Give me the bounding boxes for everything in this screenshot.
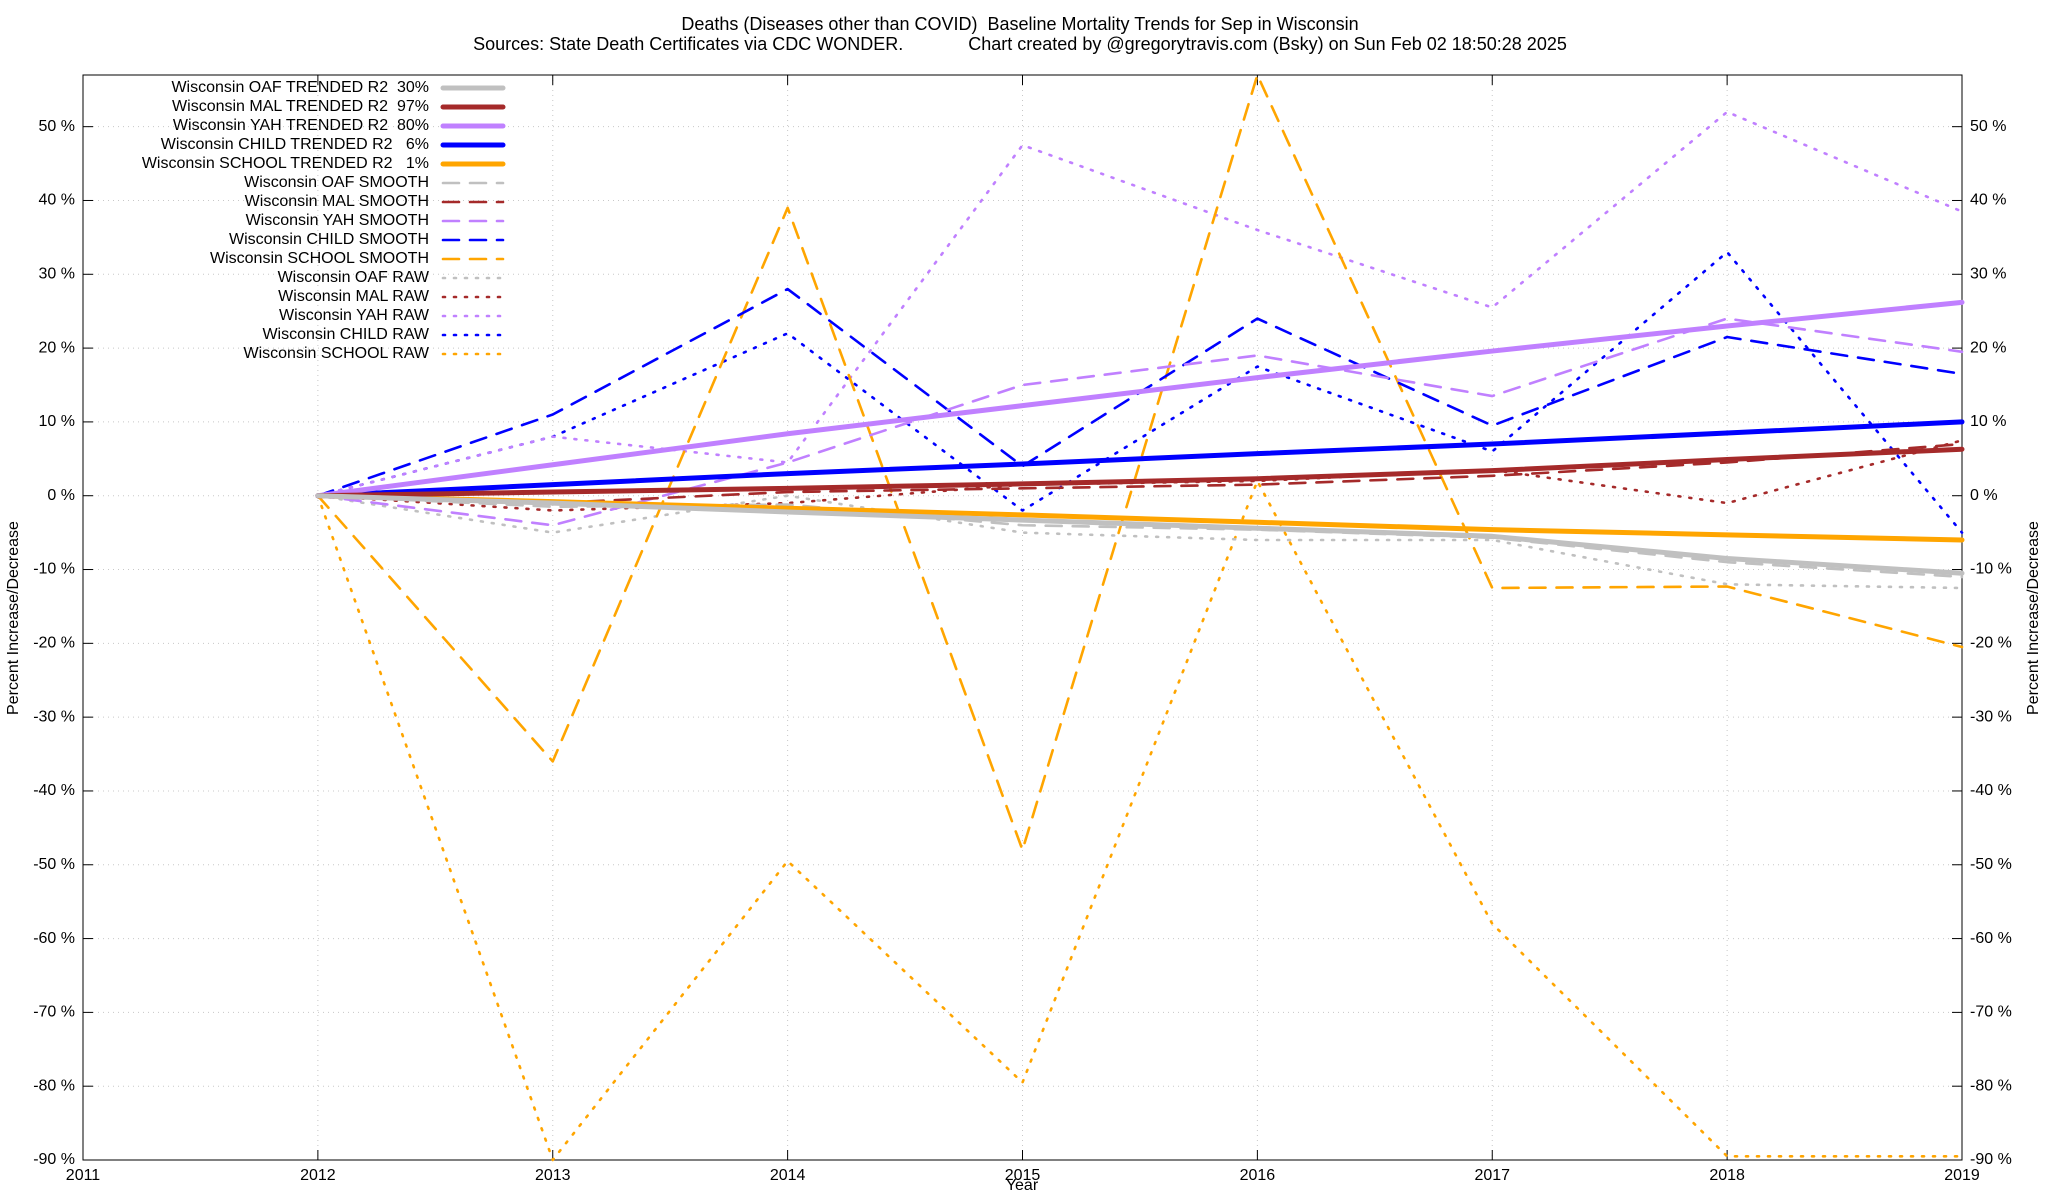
legend-label: Wisconsin YAH SMOOTH — [246, 212, 429, 229]
series-line — [315, 446, 1965, 499]
y-tick-label: -80 % — [33, 1077, 75, 1094]
legend-label: Wisconsin MAL SMOOTH — [245, 193, 429, 210]
series-line — [315, 493, 1965, 576]
y2-tick-label: -50 % — [1970, 856, 2012, 873]
y-tick-label: -50 % — [33, 856, 75, 873]
legend-label: Wisconsin YAH RAW — [279, 307, 430, 324]
y-tick-label: 10 % — [39, 413, 75, 430]
x-tick-label: 2016 — [1240, 1167, 1276, 1184]
series-line — [316, 494, 1964, 590]
y-tick-label: -40 % — [33, 782, 75, 799]
x-axis-label: Year — [1006, 1177, 1039, 1194]
y2-axis-label: Percent Increase/Decrease — [2025, 521, 2042, 715]
y2-tick-label: 0 % — [1970, 487, 1998, 504]
y2-tick-label: -30 % — [1970, 708, 2012, 725]
chart-subtitle: Sources: State Death Certificates via CD… — [473, 34, 1567, 54]
y2-tick-label: 40 % — [1970, 192, 2006, 209]
y-tick-label: 40 % — [39, 192, 75, 209]
x-tick-label: 2018 — [1709, 1167, 1745, 1184]
y2-tick-label: -90 % — [1970, 1151, 2012, 1168]
y2-tick-label: 10 % — [1970, 413, 2006, 430]
y2-tick-label: 20 % — [1970, 339, 2006, 356]
x-tick-label: 2014 — [770, 1167, 806, 1184]
legend-label: Wisconsin SCHOOL RAW — [243, 345, 429, 362]
y-tick-label: 20 % — [39, 339, 75, 356]
legend-label: Wisconsin MAL TRENDED R2 97% — [172, 98, 429, 115]
y-tick-label: 30 % — [39, 266, 75, 283]
series-line — [315, 419, 1965, 499]
chart-title: Deaths (Diseases other than COVID) Basel… — [681, 14, 1358, 34]
legend-label: Wisconsin OAF RAW — [278, 269, 430, 286]
y-tick-label: 0 % — [47, 487, 75, 504]
y-tick-label: -30 % — [33, 708, 75, 725]
legend-label: Wisconsin OAF SMOOTH — [244, 174, 429, 191]
y-tick-label: -10 % — [33, 561, 75, 578]
series-line — [316, 250, 1964, 534]
y2-tick-label: -10 % — [1970, 561, 2012, 578]
legend-label: Wisconsin SCHOOL TRENDED R2 1% — [142, 155, 429, 172]
legend-label: Wisconsin SCHOOL SMOOTH — [210, 250, 429, 267]
y-tick-label: -70 % — [33, 1004, 75, 1021]
legend-label: Wisconsin MAL RAW — [278, 288, 430, 305]
plot-frame — [82, 74, 1963, 1161]
y-tick-label: -60 % — [33, 930, 75, 947]
y-axis-label: Percent Increase/Decrease — [5, 521, 22, 715]
x-tick-label: 2013 — [535, 1167, 571, 1184]
y-tick-label: -20 % — [33, 635, 75, 652]
series-line — [316, 479, 1964, 1162]
y-tick-label: -90 % — [33, 1151, 75, 1168]
x-tick-label: 2012 — [300, 1167, 336, 1184]
y2-tick-label: -20 % — [1970, 635, 2012, 652]
x-tick-label: 2011 — [66, 1167, 101, 1184]
x-tick-label: 2015 — [1005, 1167, 1041, 1184]
legend-label: Wisconsin CHILD RAW — [262, 326, 429, 343]
y2-tick-label: -80 % — [1970, 1077, 2012, 1094]
series-line — [316, 439, 1964, 512]
legend-label: Wisconsin CHILD SMOOTH — [229, 231, 429, 248]
y2-tick-label: 30 % — [1970, 266, 2006, 283]
series-line — [315, 299, 1965, 499]
y2-tick-label: -40 % — [1970, 782, 2012, 799]
y2-tick-label: 50 % — [1970, 118, 2006, 135]
legend-label: Wisconsin OAF TRENDED R2 30% — [171, 79, 429, 96]
y2-tick-label: -70 % — [1970, 1004, 2012, 1021]
legend-label: Wisconsin CHILD TRENDED R2 6% — [161, 136, 429, 153]
x-tick-label: 2017 — [1474, 1167, 1510, 1184]
x-tick-label: 2019 — [1944, 1167, 1980, 1184]
y2-tick-label: -60 % — [1970, 930, 2012, 947]
legend-label: Wisconsin YAH TRENDED R2 80% — [173, 117, 429, 134]
y-tick-label: 50 % — [39, 118, 75, 135]
series-line — [316, 110, 1964, 498]
